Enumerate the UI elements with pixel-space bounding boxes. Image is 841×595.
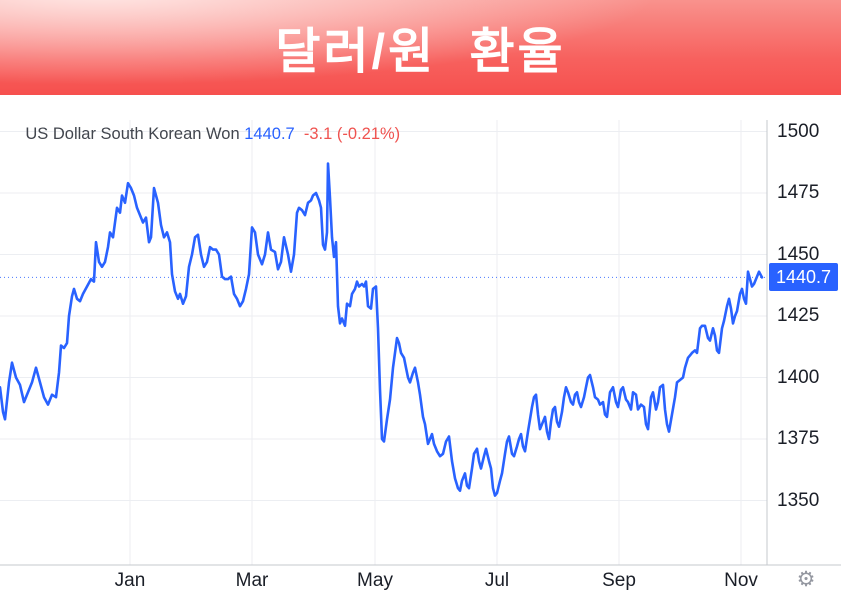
chart-card: US Dollar South Korean Won 1440.7 -3.1 (… <box>0 95 841 595</box>
x-axis-label: Jan <box>114 570 146 591</box>
last-price-value: 1440.7 <box>244 125 295 143</box>
settings-gear-icon[interactable]: ⚙ <box>796 568 816 591</box>
price-change-value: -3.1 (-0.21%) <box>303 125 401 143</box>
y-axis-label: 1375 <box>777 428 820 449</box>
price-chart-plot-area[interactable] <box>0 95 841 595</box>
x-axis-label: Nov <box>724 570 758 591</box>
chart-legend: US Dollar South Korean Won 1440.7 -3.1 (… <box>7 101 400 143</box>
y-axis-label: 1475 <box>777 182 820 203</box>
x-axis-label: Jul <box>484 570 510 591</box>
time-axis[interactable]: Jan Mar May Jul Sep Nov <box>0 567 841 595</box>
price-axis[interactable]: 1350 1375 1400 1425 1450 1475 1500 <box>769 95 841 565</box>
y-axis-label: 1350 <box>777 489 820 511</box>
x-axis-label: Mar <box>235 570 269 591</box>
page-title: 달러/원 환율 <box>275 25 566 79</box>
x-axis-label: Sep <box>602 570 636 591</box>
price-line-series <box>0 162 764 497</box>
y-axis-label: 1500 <box>777 120 820 142</box>
y-axis-label: 1450 <box>777 243 820 265</box>
y-axis-label: 1400 <box>777 366 820 388</box>
x-axis-label: May <box>357 570 393 591</box>
banner: 달러/원 환율 <box>0 0 841 95</box>
y-axis-label: 1425 <box>777 305 820 326</box>
last-price-badge: 1440.7 <box>769 263 838 292</box>
symbol-title: US Dollar South Korean Won <box>25 125 240 143</box>
